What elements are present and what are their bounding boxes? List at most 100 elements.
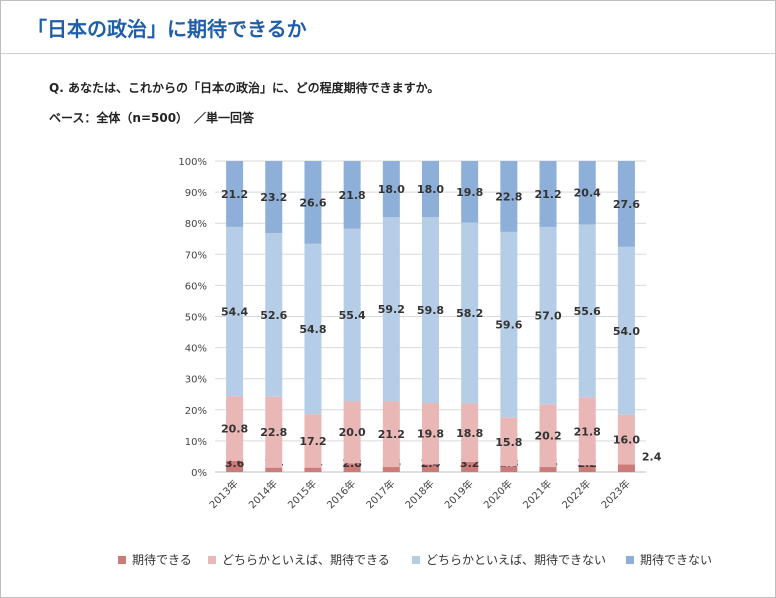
legend-swatch [118,555,126,564]
y-tick-label: 100% [178,157,207,168]
bar-segment [265,233,283,397]
data-label: 52.6 [260,309,287,322]
x-tick-label: 2017年 [363,477,397,511]
bar-segment [226,396,244,461]
bar-segment [539,467,557,472]
x-tick-label: 2021年 [520,477,554,511]
data-label: 15.8 [495,436,522,449]
bar-segment [422,161,439,217]
data-label: 23.2 [260,191,287,204]
page-title: 「日本の政治」に期待できるか [27,17,307,41]
legend-swatch [412,555,420,564]
bar-segment [343,161,361,229]
bar-segment [382,401,400,468]
data-label: 19.8 [456,186,483,199]
bar-segment [500,417,518,467]
legend-label: 期待できない [640,553,713,567]
bar-segment [265,467,283,472]
data-label: 54.8 [299,323,326,336]
x-tick-label: 2023年 [598,477,632,511]
x-tick-label: 2014年 [246,477,280,511]
data-label: 26.6 [299,196,326,209]
data-label: 20.2 [534,430,561,443]
bar-segment [304,161,322,244]
bar-segment [422,216,439,403]
data-label: 27.6 [613,198,640,211]
data-label: 59.6 [495,319,522,332]
legend-item: 期待できる [118,551,192,568]
legend-label: どちらかといえば、期待できる [222,553,390,567]
bar-segment [422,464,439,472]
bar-segment [382,467,400,472]
y-tick-label: 20% [185,406,207,417]
y-tick-label: 50% [185,313,207,324]
y-tick-label: 70% [185,250,207,261]
bar-segment [500,161,518,232]
bar-segment [539,161,557,227]
data-label: 18.0 [378,183,405,196]
data-label: 17.2 [299,435,326,448]
data-label: 55.6 [574,305,601,318]
data-label: 54.0 [613,325,640,338]
data-label: 21.8 [339,189,366,202]
y-tick-label: 30% [185,375,207,386]
y-tick-label: 60% [185,281,207,292]
y-tick-label: 0% [191,468,207,479]
bar-segment [382,161,400,217]
y-tick-label: 90% [185,188,207,199]
bar-segment [461,161,479,223]
x-tick-label: 2020年 [481,477,515,511]
data-label: 59.2 [378,303,405,316]
data-label: 2.4 [642,451,662,464]
bar-segment [539,226,557,405]
data-label: 21.2 [534,188,561,201]
bar-segment [500,466,518,472]
header-bar: 「日本の政治」に期待できるか [1,1,775,54]
data-label: 20.0 [339,426,366,439]
bar-segment [500,231,518,418]
bar-segment [343,463,361,472]
x-tick-label: 2016年 [324,477,358,511]
x-tick-label: 2019年 [442,477,476,511]
legend-swatch [626,555,634,564]
bar-segment [578,397,596,466]
bar-segment [617,161,635,247]
data-label: 59.8 [417,304,444,317]
bar-segment [304,243,322,415]
data-label: 20.4 [574,187,601,200]
legend-label: 期待できる [132,553,192,567]
bar-segment [461,222,479,404]
bar-segment [539,404,557,468]
y-tick-label: 80% [185,219,207,230]
bar-segment [265,161,283,234]
data-label: 21.2 [378,428,405,441]
bar-segment [304,414,322,468]
bar-segment [226,161,244,227]
data-label: 22.8 [495,190,522,203]
x-tick-label: 2022年 [559,477,593,511]
data-label: 16.0 [613,434,640,447]
base-text: ベース：全体（n=500） ／単一回答 [49,111,255,125]
bar-segment [343,228,361,402]
data-label: 55.4 [339,309,366,322]
y-tick-label: 40% [185,344,207,355]
data-label: 18.8 [456,427,483,440]
data-label: 54.4 [221,306,248,319]
data-label: 21.2 [221,188,248,201]
x-tick-label: 2015年 [285,477,319,511]
chart-legend: 期待できる どちらかといえば、期待できる どちらかといえば、期待できない 期待できない [0,551,776,571]
bar-segment [343,401,361,464]
question-text: Q. あなたは、これからの「日本の政治」に、どの程度期待できますか。 [49,81,440,95]
data-label: 19.8 [417,428,444,441]
legend-item: どちらかといえば、期待できる [208,551,390,568]
bar-segment [382,216,400,402]
bar-segment [617,464,635,472]
data-label: 58.2 [456,307,483,320]
legend-item: どちらかといえば、期待できない [412,551,606,568]
legend-swatch [208,555,216,564]
legend-item: 期待できない [626,551,712,568]
bar-segment [461,462,479,472]
bar-segment [617,414,635,465]
bar-segment [578,224,596,398]
bar-segment [304,467,322,472]
